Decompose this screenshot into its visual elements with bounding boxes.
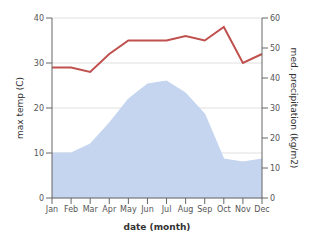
svg-text:date (month): date (month) [124, 222, 191, 232]
svg-text:10: 10 [270, 164, 280, 173]
svg-text:max temp (C): max temp (C) [15, 77, 25, 139]
svg-text:40: 40 [270, 74, 280, 83]
svg-text:0: 0 [270, 194, 275, 203]
svg-text:Feb: Feb [64, 205, 78, 214]
svg-text:50: 50 [270, 44, 280, 53]
svg-text:40: 40 [34, 14, 44, 23]
svg-text:10: 10 [34, 149, 44, 158]
svg-text:med. precipitation (kg/m2): med. precipitation (kg/m2) [289, 48, 299, 169]
svg-text:Jul: Jul [161, 205, 172, 214]
svg-text:Apr: Apr [102, 205, 117, 214]
svg-text:Jan: Jan [45, 205, 58, 214]
svg-text:30: 30 [34, 59, 44, 68]
svg-text:60: 60 [270, 14, 280, 23]
svg-text:0: 0 [39, 194, 44, 203]
svg-text:20: 20 [34, 104, 44, 113]
svg-text:Mar: Mar [83, 205, 99, 214]
svg-text:Jun: Jun [140, 205, 154, 214]
svg-text:May: May [120, 205, 137, 214]
svg-text:Aug: Aug [178, 205, 194, 214]
svg-text:Sep: Sep [197, 205, 212, 214]
svg-text:Oct: Oct [217, 205, 231, 214]
svg-text:20: 20 [270, 134, 280, 143]
svg-text:Dec: Dec [254, 205, 269, 214]
svg-text:30: 30 [270, 104, 280, 113]
svg-text:Nov: Nov [235, 205, 251, 214]
